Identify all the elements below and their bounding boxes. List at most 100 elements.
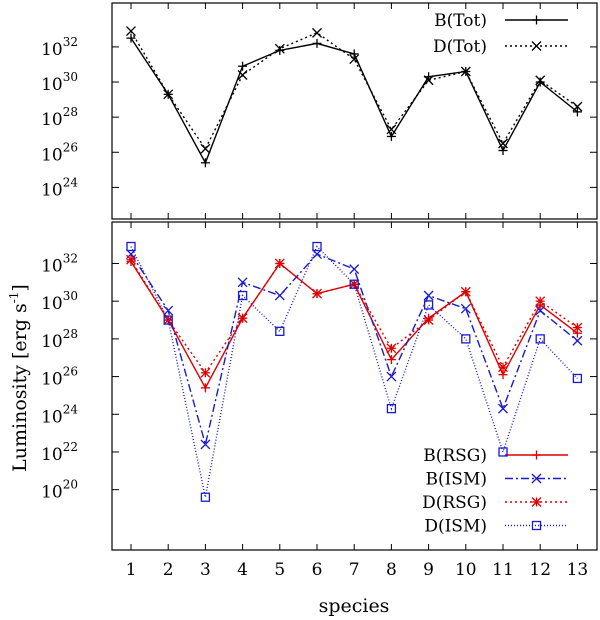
- data-point: [498, 403, 508, 414]
- data-point: [572, 107, 582, 117]
- data-point: [312, 288, 322, 299]
- legend-marker: [531, 41, 542, 51]
- x-tick-label: 10: [455, 560, 477, 580]
- y-tick-label: 1026: [41, 140, 78, 165]
- data-point: [200, 367, 211, 378]
- data-point: [535, 334, 545, 344]
- series-d-rsg: [126, 254, 583, 378]
- data-point: [349, 49, 359, 59]
- legend-label: D(Tot): [433, 37, 487, 57]
- plot-frame: [111, 221, 598, 551]
- legend-marker: [531, 473, 542, 484]
- data-point: [498, 362, 508, 373]
- y-tick-label: 1020: [41, 478, 78, 503]
- x-tick-label: 6: [312, 560, 323, 580]
- x-axis-label: species: [319, 595, 390, 617]
- series-d-tot: [126, 26, 583, 154]
- data-point: [423, 300, 434, 310]
- x-tick-label: 9: [423, 560, 434, 580]
- data-point: [498, 146, 508, 156]
- legend-marker: [532, 450, 541, 460]
- x-tick-label: 3: [200, 560, 211, 580]
- data-point: [498, 138, 508, 149]
- data-point: [349, 279, 360, 290]
- data-point: [423, 315, 434, 325]
- y-tick-label: 1024: [41, 402, 78, 427]
- data-point: [386, 355, 396, 365]
- data-point: [237, 277, 248, 288]
- legend-label: B(ISM): [425, 470, 487, 490]
- data-point: [572, 373, 583, 384]
- data-point: [423, 290, 434, 301]
- legend-entry: D(Tot): [433, 37, 568, 57]
- legend-entry: B(RSG): [423, 446, 568, 466]
- data-point: [126, 26, 136, 37]
- x-tick-label: 8: [386, 560, 397, 580]
- data-point: [126, 33, 136, 43]
- x-tick-label: 1: [126, 560, 137, 580]
- data-point: [460, 286, 471, 297]
- data-point: [386, 371, 397, 382]
- series-b-tot: [126, 33, 582, 168]
- data-point: [423, 75, 434, 86]
- data-point: [200, 158, 210, 168]
- data-point: [312, 38, 322, 48]
- data-point: [200, 383, 210, 393]
- data-point: [535, 296, 546, 307]
- series-b-ism: [126, 249, 583, 450]
- data-point: [312, 241, 322, 252]
- legend-label: D(ISM): [424, 517, 487, 537]
- data-point: [386, 343, 397, 354]
- data-point: [275, 326, 285, 336]
- x-axis-ticks: 1 2 3 4 5 6 7 8 9 10 11 12 13: [126, 560, 589, 580]
- x-tick-label: 2: [163, 560, 174, 580]
- series-line: [130, 30, 578, 151]
- y-tick-label: 1026: [41, 365, 78, 390]
- data-point: [349, 54, 360, 65]
- data-point: [163, 89, 174, 100]
- y-tick-label: 1028: [41, 327, 78, 352]
- data-point: [237, 70, 248, 80]
- legend-marker: [531, 497, 542, 507]
- y-tick-label: 1030: [41, 70, 78, 95]
- y-tick-label: 1032: [41, 251, 78, 276]
- data-point: [200, 439, 211, 450]
- top-panel: 1024 1026 1028 1030 1032 B(Tot) D(Tot): [41, 2, 598, 220]
- series-d-ism: [126, 241, 583, 502]
- data-point: [572, 101, 583, 112]
- data-point: [386, 124, 397, 135]
- data-point: [572, 335, 583, 346]
- y-tick-label: 1028: [41, 105, 78, 130]
- data-point: [535, 305, 546, 316]
- x-tick-label: 5: [274, 560, 285, 580]
- data-point: [200, 492, 211, 502]
- data-point: [460, 303, 471, 314]
- legend-entry: D(ISM): [424, 517, 568, 537]
- legend-label: B(Tot): [434, 11, 487, 31]
- data-point: [349, 264, 360, 275]
- data-point: [274, 43, 285, 54]
- data-point: [200, 143, 211, 154]
- data-point: [386, 403, 397, 414]
- data-point: [163, 315, 174, 325]
- data-point: [460, 66, 471, 77]
- data-point: [572, 322, 583, 333]
- y-tick-label: 1032: [41, 35, 78, 60]
- data-point: [461, 334, 471, 344]
- x-tick-label: 11: [492, 560, 514, 580]
- data-point: [237, 290, 248, 301]
- data-point: [349, 279, 359, 289]
- data-point: [126, 254, 136, 265]
- data-point: [163, 315, 173, 325]
- data-point: [237, 313, 248, 324]
- series-line: [130, 259, 578, 375]
- x-tick-label: 12: [529, 560, 551, 580]
- legend-label: B(RSG): [423, 446, 487, 466]
- data-point: [498, 370, 508, 380]
- legend-label: D(RSG): [422, 493, 487, 513]
- y-tick-label: 1022: [41, 440, 78, 465]
- x-tick-label: 7: [349, 560, 360, 580]
- data-point: [312, 27, 322, 38]
- y-tick-label: 1024: [41, 175, 78, 200]
- legend-entry: B(Tot): [434, 11, 568, 31]
